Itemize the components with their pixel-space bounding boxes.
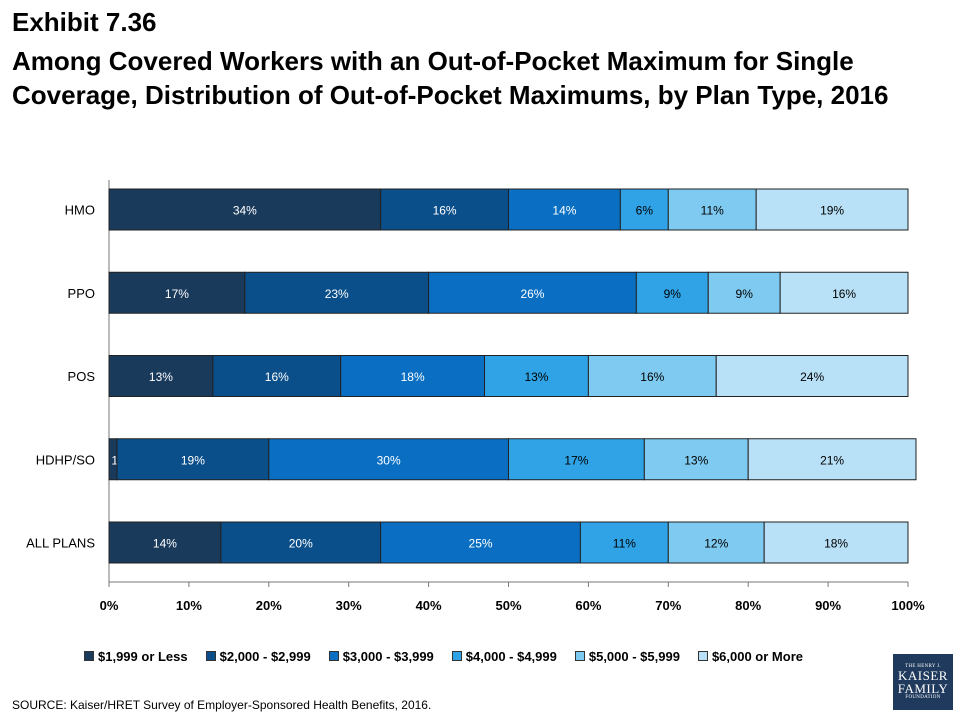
data-label: 18% — [401, 370, 425, 384]
bar-segment — [108, 521, 222, 564]
bar-segment — [508, 438, 645, 481]
x-tick-label: 30% — [336, 598, 362, 613]
bar-segment — [747, 438, 917, 481]
data-label: 30% — [377, 453, 401, 467]
data-label: 21% — [820, 453, 844, 467]
data-label: 19% — [820, 204, 844, 218]
data-label: 20% — [289, 537, 313, 551]
x-tick-label: 80% — [735, 598, 761, 613]
data-label: 13% — [149, 370, 173, 384]
data-label: 12% — [704, 537, 728, 551]
bar-segment — [268, 438, 509, 481]
bar-segment — [108, 355, 214, 397]
legend-label: $2,000 - $2,999 — [219, 648, 311, 664]
data-label: 23% — [325, 287, 349, 301]
legend-swatch — [697, 651, 708, 661]
data-label: 16% — [640, 370, 664, 384]
bar-segment — [763, 521, 909, 564]
bar-segment — [108, 188, 382, 231]
bar-segment — [715, 355, 909, 397]
data-label: 13% — [684, 453, 708, 467]
bar-segment — [643, 438, 749, 481]
legend-item: $4,000 - $4,999 — [451, 648, 557, 664]
data-label: 9% — [664, 287, 682, 301]
x-tick-label: 70% — [655, 598, 681, 613]
x-tick-label: 50% — [495, 598, 521, 613]
data-label: 34% — [233, 204, 257, 218]
legend-label: $4,000 - $4,999 — [465, 648, 557, 664]
stacked-bar-chart: 0% 10% 20% 30% 40% 50% 60% 70% 80% 90% 100% HMO 34% 1… — [26, 180, 925, 613]
legend-swatch — [451, 651, 462, 661]
data-label: 14% — [552, 204, 576, 218]
legend-label: $3,000 - $3,999 — [342, 648, 434, 664]
bar-segment — [340, 355, 486, 397]
kaiser-family-foundation-logo: THE HENRY J. KAISER FAMILY FOUNDATION — [893, 654, 953, 710]
category-label: HDHP/SO — [36, 452, 95, 467]
category-label: ALL PLANS — [26, 536, 95, 551]
legend-item: $1,999 or Less — [84, 649, 188, 664]
data-label: 17% — [165, 287, 189, 301]
bar-segment — [667, 188, 757, 231]
data-label: 9% — [736, 287, 754, 301]
data-label: 16% — [265, 370, 289, 384]
data-label: 11% — [613, 537, 636, 551]
legend-label: $5,000 - $5,999 — [588, 648, 680, 664]
x-tick-label: 10% — [176, 598, 202, 613]
legend-item: $6,000 or More — [697, 648, 803, 664]
bar-segment — [779, 271, 909, 314]
legend-item: $2,000 - $2,999 — [205, 648, 311, 664]
legend-label: $6,000 or More — [711, 648, 803, 664]
logo-line-2: KAISER — [898, 668, 948, 683]
data-label: 13% — [524, 370, 548, 384]
category-label: PPO — [68, 286, 95, 301]
legend-label: $1,999 or Less — [98, 648, 188, 664]
bar-segment — [108, 271, 246, 314]
bar-segment — [244, 271, 430, 314]
legend-swatch — [84, 651, 94, 661]
bar-segment — [220, 521, 382, 564]
data-label: 11% — [701, 204, 724, 218]
bar-segment — [619, 188, 669, 231]
bar-segment — [635, 271, 709, 314]
data-label: 25% — [469, 537, 493, 551]
legend-item: $3,000 - $3,999 — [328, 648, 434, 664]
x-tick-label: 90% — [815, 598, 841, 613]
x-tick-label: 40% — [416, 598, 442, 613]
data-label: 16% — [832, 287, 856, 301]
bar-segment — [484, 355, 589, 397]
source-note: SOURCE: Kaiser/HRET Survey of Employer-S… — [12, 698, 432, 712]
legend-swatch — [328, 651, 339, 661]
data-label: 17% — [564, 453, 588, 467]
bar-segment — [212, 355, 342, 397]
data-label: 26% — [520, 287, 544, 301]
bar-segment — [380, 521, 581, 564]
x-tick-label: 0% — [100, 598, 119, 613]
data-label: 19% — [181, 453, 205, 467]
data-label: 16% — [433, 204, 457, 218]
logo-line-3: FAMILY — [897, 681, 949, 696]
chart-title: Among Covered Workers with an Out-of-Poc… — [12, 46, 889, 110]
exhibit-number: Exhibit 7.36 — [12, 7, 157, 37]
bar-segment — [579, 521, 669, 564]
logo-line-4: FOUNDATION — [905, 695, 941, 700]
x-tick-label: 20% — [256, 598, 282, 613]
chart-legend: $1,999 or Less $2,000 - $2,999 $3,000 - $3… — [84, 646, 803, 666]
data-label: 18% — [824, 537, 848, 551]
legend-swatch — [574, 651, 585, 661]
logo-line-1: THE HENRY J. — [905, 664, 941, 669]
legend-item: $5,000 - $5,999 — [574, 648, 680, 664]
x-tick-label: 60% — [575, 598, 601, 613]
bar-segment — [380, 188, 509, 231]
bar-segment — [116, 438, 270, 481]
x-tick-label: 100% — [891, 598, 925, 613]
bar-segment — [508, 188, 621, 231]
data-label: 14% — [153, 537, 177, 551]
data-label: 6% — [636, 204, 654, 218]
legend-swatch — [205, 651, 216, 661]
category-label: POS — [68, 369, 96, 384]
bar-segment — [667, 521, 765, 564]
bar-segment — [755, 188, 909, 231]
category-label: HMO — [65, 203, 95, 218]
data-label: 24% — [800, 370, 824, 384]
